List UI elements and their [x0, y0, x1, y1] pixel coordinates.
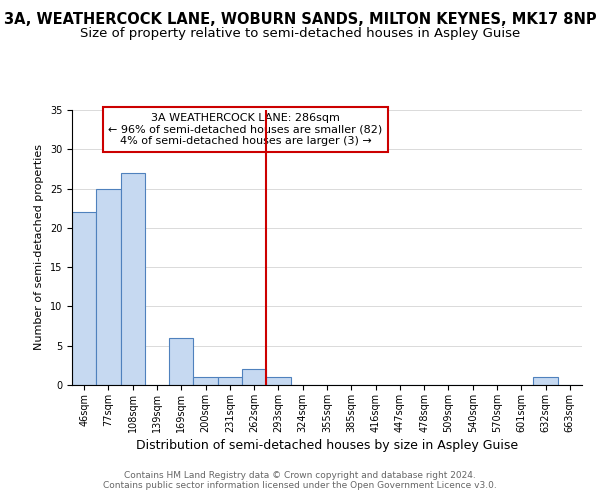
Text: Contains HM Land Registry data © Crown copyright and database right 2024.
Contai: Contains HM Land Registry data © Crown c…: [103, 470, 497, 490]
Bar: [72, 212, 96, 385]
Bar: [218, 377, 242, 385]
Text: Size of property relative to semi-detached houses in Aspley Guise: Size of property relative to semi-detach…: [80, 28, 520, 40]
X-axis label: Distribution of semi-detached houses by size in Aspley Guise: Distribution of semi-detached houses by …: [136, 439, 518, 452]
Bar: [533, 377, 558, 385]
Y-axis label: Number of semi-detached properties: Number of semi-detached properties: [34, 144, 44, 350]
Text: 3A WEATHERCOCK LANE: 286sqm
← 96% of semi-detached houses are smaller (82)
4% of: 3A WEATHERCOCK LANE: 286sqm ← 96% of sem…: [108, 113, 383, 146]
Bar: [193, 377, 218, 385]
Bar: [169, 338, 193, 385]
Bar: [96, 188, 121, 385]
Bar: [121, 173, 145, 385]
Bar: [266, 377, 290, 385]
Bar: [242, 370, 266, 385]
Text: 3A, WEATHERCOCK LANE, WOBURN SANDS, MILTON KEYNES, MK17 8NP: 3A, WEATHERCOCK LANE, WOBURN SANDS, MILT…: [4, 12, 596, 28]
